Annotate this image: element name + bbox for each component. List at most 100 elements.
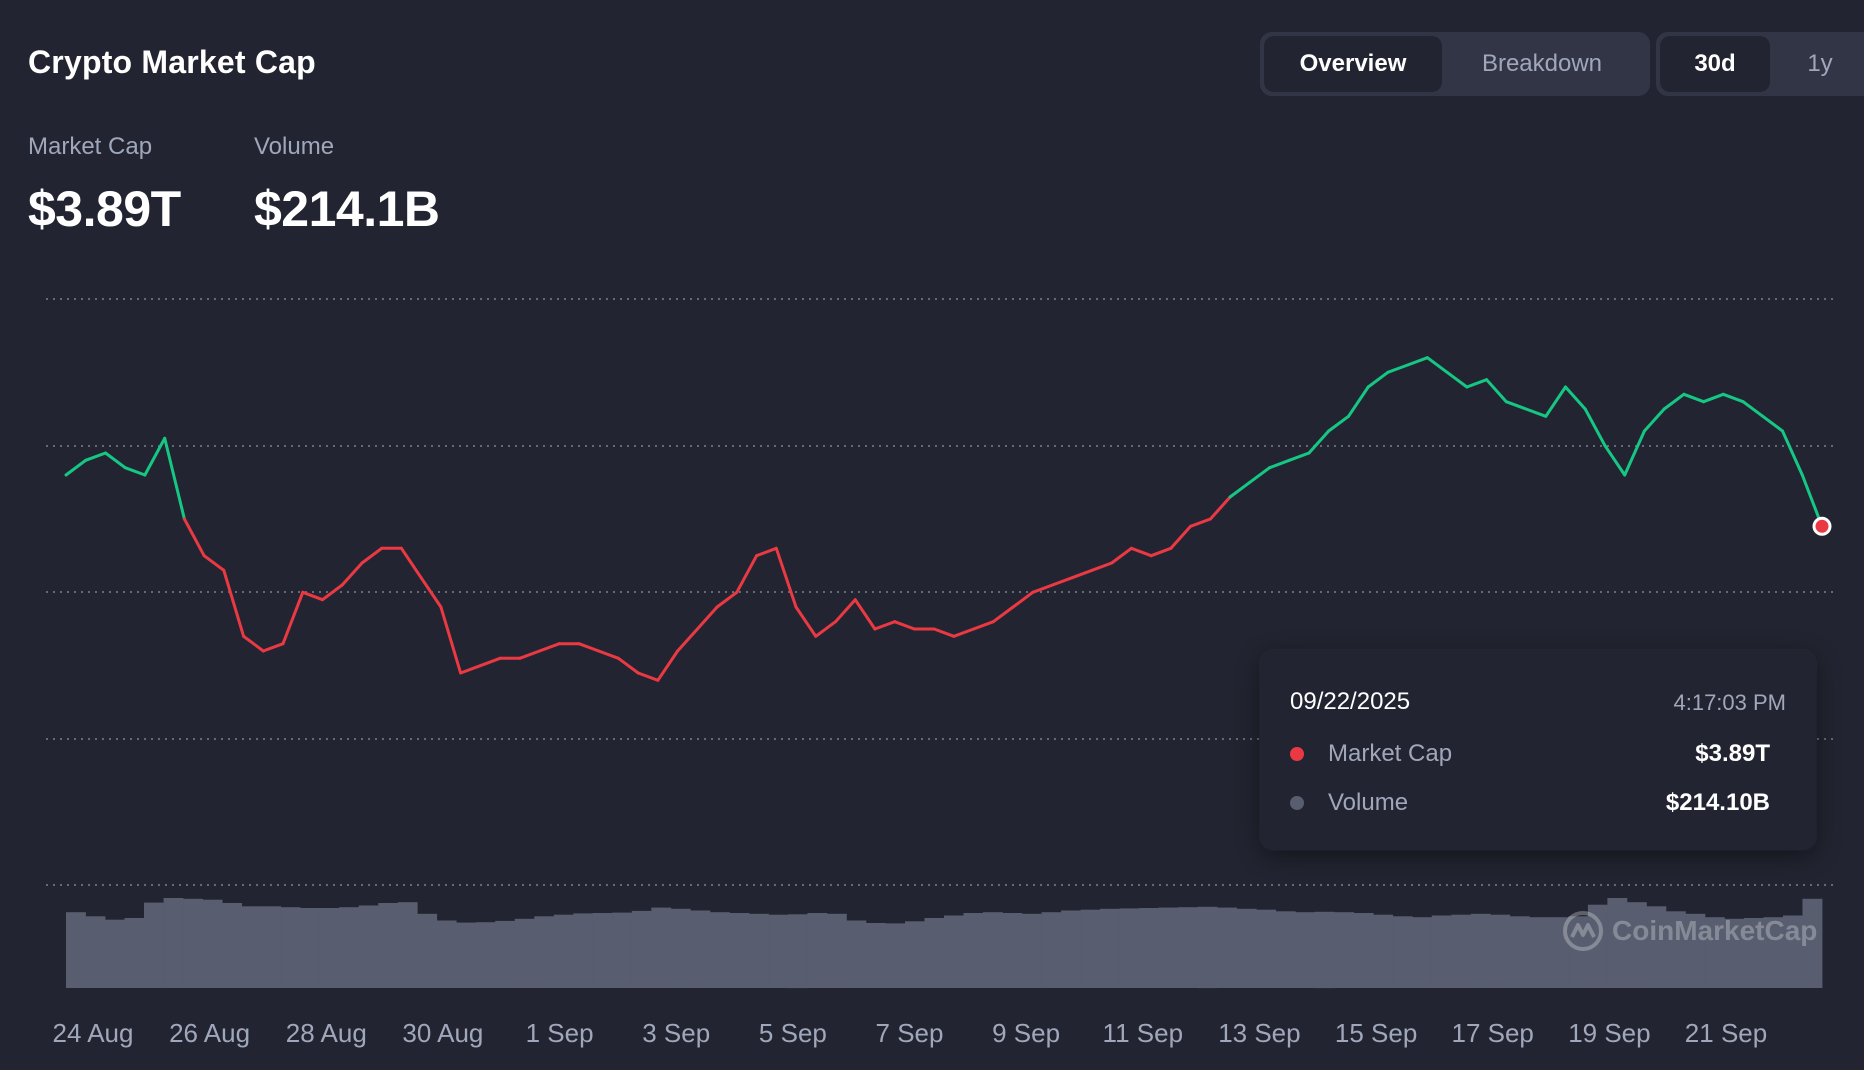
volume-bar — [866, 923, 886, 988]
line-segment — [459, 664, 482, 675]
volume-bar — [1295, 912, 1316, 988]
chart-grid — [46, 298, 1838, 886]
market-cap-label: Market Cap — [28, 133, 153, 160]
volume-bar — [1334, 912, 1355, 988]
line-segment — [399, 546, 423, 580]
x-tick-label: 26 Aug — [169, 1018, 251, 1048]
x-tick-label: 15 Sep — [1334, 1018, 1418, 1048]
line-segment — [755, 546, 778, 558]
volume-bar — [1158, 907, 1179, 988]
volume-bar — [495, 920, 516, 988]
line-segment — [64, 458, 88, 477]
x-tick-label: 7 Sep — [875, 1018, 944, 1048]
line-segment — [814, 620, 837, 638]
tab-overview[interactable]: Overview — [1264, 36, 1442, 92]
volume-bar — [1587, 904, 1608, 988]
line-segment — [715, 590, 739, 609]
volume-bar — [1548, 917, 1569, 988]
line-segment — [735, 554, 759, 594]
line-segment — [695, 605, 719, 631]
volume-bar — [1139, 908, 1159, 988]
line-segment — [597, 649, 620, 660]
watermark-text: CoinMarketCap — [1612, 915, 1818, 946]
line-segment — [991, 605, 1015, 624]
x-tick-label: 13 Sep — [1218, 1018, 1301, 1048]
volume-bar — [163, 898, 184, 988]
line-segment — [1149, 546, 1173, 558]
line-segment — [1524, 407, 1548, 418]
line-segment — [952, 627, 976, 638]
x-tick-label: 5 Sep — [758, 1018, 827, 1048]
line-segment — [1248, 466, 1272, 484]
line-segment — [1465, 378, 1489, 389]
volume-bar — [573, 913, 594, 988]
line-segment — [1682, 392, 1706, 404]
volume-bar — [183, 898, 203, 988]
line-segment — [1169, 524, 1193, 550]
volume-bar — [846, 920, 867, 988]
volume-bar — [807, 913, 828, 988]
line-segment — [1445, 370, 1469, 389]
line-segment — [1051, 576, 1074, 587]
watermark: CoinMarketCap — [1562, 910, 1817, 952]
line-segment — [222, 568, 246, 638]
line-segment — [182, 517, 206, 558]
range-30d[interactable]: 30d — [1660, 36, 1770, 92]
volume-bar — [202, 899, 223, 988]
chart-tooltip: 09/22/2025 4:17:03 PM Market Cap $3.89T … — [1260, 650, 1816, 850]
volume-bar — [1197, 906, 1218, 989]
line-segment — [1544, 385, 1567, 418]
x-tick-label: 9 Sep — [992, 1018, 1061, 1048]
volume-bar — [1724, 918, 1745, 988]
volume-bar — [1568, 916, 1589, 988]
line-segment — [1603, 444, 1627, 477]
tooltip-volume-value: $214.10B — [1665, 789, 1770, 816]
volume-bar — [924, 918, 945, 988]
line-segment — [518, 649, 541, 660]
volume-bar — [1704, 917, 1725, 988]
volume-bar — [475, 922, 496, 988]
volume-bar — [748, 913, 769, 988]
volume-bar — [1607, 898, 1628, 988]
volume-bar — [1178, 907, 1198, 988]
volume-bar — [456, 922, 477, 988]
volume-bar — [885, 923, 906, 988]
line-segment — [873, 620, 897, 631]
line-segment — [893, 620, 916, 631]
line-segment — [261, 642, 285, 653]
volume-bar — [690, 910, 711, 988]
x-tick-label: 28 Aug — [285, 1018, 367, 1048]
line-segment — [1425, 356, 1449, 374]
volume-label: Volume — [254, 133, 335, 160]
line-segment — [360, 546, 384, 565]
volume-bar — [826, 913, 847, 988]
line-segment — [163, 436, 186, 521]
tab-breakdown[interactable]: Breakdown — [1481, 50, 1603, 77]
line-segment — [419, 576, 443, 609]
line-segment — [1721, 392, 1745, 404]
line-segment — [636, 671, 660, 682]
volume-bar — [787, 914, 808, 989]
volume-bar — [963, 913, 984, 988]
volume-bar — [1275, 911, 1296, 988]
page-title: Crypto Market Cap — [28, 44, 316, 80]
line-segment — [1642, 407, 1666, 433]
tooltip-time: 4:17:03 PM — [1673, 690, 1786, 715]
line-segment — [616, 656, 640, 675]
line-segment — [104, 451, 127, 470]
volume-bar — [983, 912, 1003, 988]
volume-bar — [85, 916, 106, 988]
range-1y[interactable]: 1y — [1807, 50, 1833, 77]
line-segment — [281, 590, 305, 646]
volume-bar — [1665, 911, 1686, 988]
volume-bar — [592, 913, 613, 988]
volume-bar — [651, 907, 672, 988]
volume-bar — [1236, 908, 1257, 988]
volume-bar — [553, 914, 574, 988]
line-segment — [1031, 583, 1054, 594]
volume-bar — [670, 908, 691, 988]
line-segment — [1189, 517, 1212, 528]
volume-bar — [1802, 898, 1823, 988]
volume-bar — [1431, 915, 1452, 988]
